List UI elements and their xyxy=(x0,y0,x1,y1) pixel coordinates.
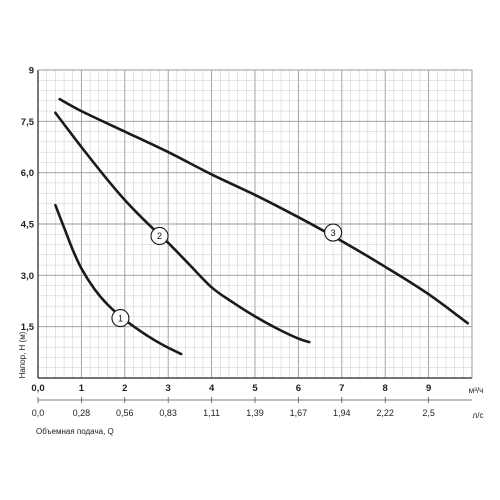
x-tick-label: 2 xyxy=(122,383,127,394)
secondary-tick-label: 0,28 xyxy=(73,408,91,418)
x-tick-label: 6 xyxy=(296,383,301,394)
y-tick-label: 4,5 xyxy=(21,220,35,231)
secondary-tick-label: 2,5 xyxy=(422,408,435,418)
curve-marker-circle-2 xyxy=(150,226,169,246)
secondary-tick-label: 2,22 xyxy=(376,408,394,418)
pump-curve-1 xyxy=(54,203,183,356)
x-tick-label: 0,0 xyxy=(31,383,44,394)
x-axis-caption: Объемная подача, Q xyxy=(36,427,114,436)
x-tick-label: 3 xyxy=(166,383,171,394)
pump-curve-3 xyxy=(58,97,469,325)
x-axis-unit-secondary: л/с xyxy=(473,411,484,420)
y-tick-label: 7,5 xyxy=(21,117,35,128)
x-tick-label: 7 xyxy=(339,383,344,394)
x-tick-label: 9 xyxy=(426,383,431,394)
y-tick-label: 6,0 xyxy=(21,168,34,179)
curve-marker-circle-3 xyxy=(324,223,343,242)
curve-marker-label-3: 3 xyxy=(331,228,336,238)
x-axis-unit-primary: м³/ч xyxy=(469,386,484,395)
secondary-tick-label: 1,39 xyxy=(246,408,264,418)
secondary-tick-label: 1,11 xyxy=(203,408,220,418)
x-tick-label: 1 xyxy=(79,383,85,394)
curve-marker-circle-1 xyxy=(111,309,130,328)
y-tick-label: 3,0 xyxy=(21,271,34,282)
pump-curve-2 xyxy=(54,111,311,344)
curve-marker-label-1: 1 xyxy=(118,313,123,323)
x-tick-label: 4 xyxy=(209,383,215,394)
secondary-tick-label: 0,83 xyxy=(159,408,177,418)
curve-markers: 1 2 3 xyxy=(111,223,343,328)
secondary-tick-label: 0,56 xyxy=(116,408,134,418)
secondary-tick-label: 1,67 xyxy=(290,408,308,418)
axes xyxy=(37,69,473,403)
x-tick-label: 5 xyxy=(252,383,258,394)
secondary-tick-label: 0,0 xyxy=(32,408,45,418)
y-axis-label: Напор, H (м) xyxy=(18,331,27,378)
tick-labels: 1,5 3,0 4,5 6,0 7,5 9 0,0 1 2 3 4 5 6 7 8 9 0,0 0,28 0,56 0… xyxy=(21,66,435,419)
secondary-tick-label: 1,94 xyxy=(333,408,351,418)
grid xyxy=(37,69,473,379)
y-tick-label: 1,5 xyxy=(21,322,35,333)
curves xyxy=(54,97,469,356)
curve-marker-label-2: 2 xyxy=(157,231,162,241)
x-tick-label: 8 xyxy=(383,383,388,394)
y-tick-label: 9 xyxy=(29,66,34,77)
